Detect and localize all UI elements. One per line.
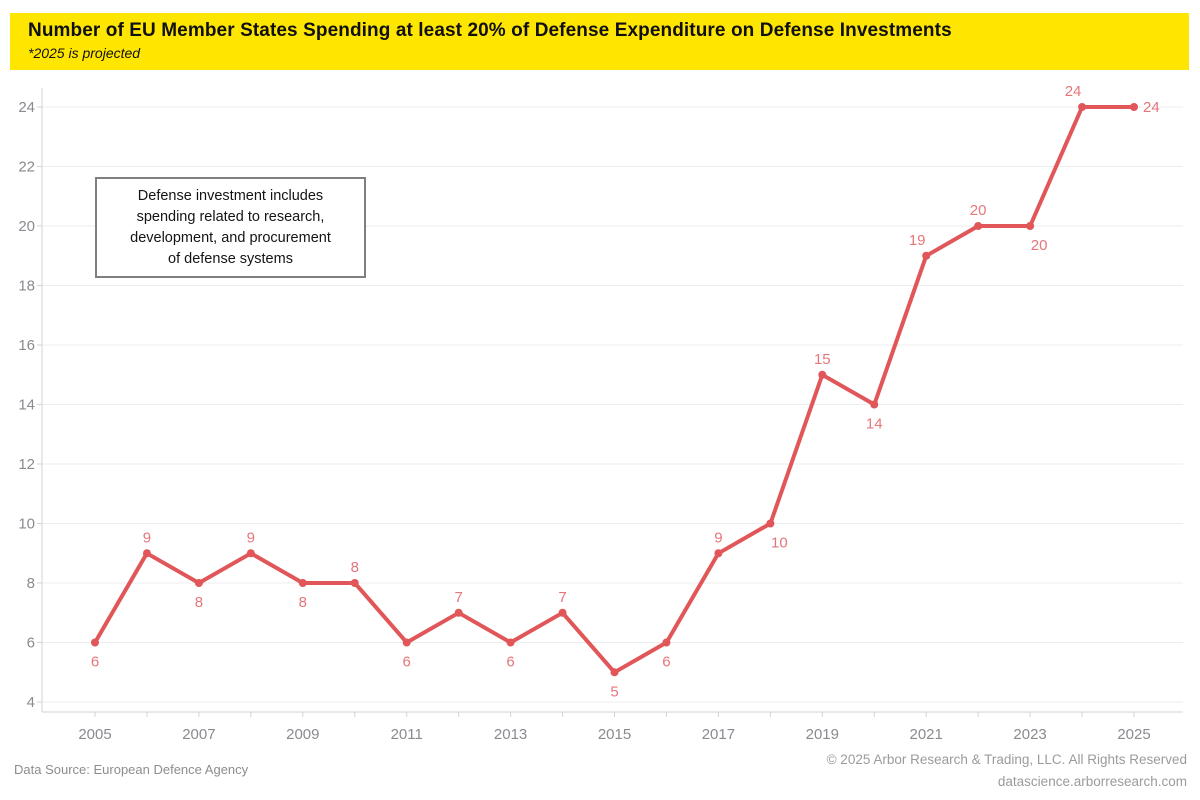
- footer-branding: © 2025 Arbor Research & Trading, LLC. Al…: [827, 749, 1187, 793]
- y-tick-label: 24: [18, 99, 35, 116]
- data-label: 9: [714, 529, 722, 546]
- data-label: 7: [454, 589, 462, 606]
- data-label: 9: [143, 529, 151, 546]
- y-tick-label: 4: [27, 694, 35, 711]
- data-label: 8: [299, 594, 307, 611]
- x-tick-label: 2019: [806, 726, 839, 743]
- data-point: [402, 638, 411, 647]
- y-tick-label: 10: [18, 516, 35, 533]
- data-point: [714, 549, 723, 558]
- y-tick-label: 16: [18, 337, 35, 354]
- data-point: [194, 579, 203, 587]
- data-point: [350, 579, 359, 587]
- data-label: 14: [866, 416, 883, 433]
- x-tick-label: 2013: [494, 726, 527, 743]
- data-label: 6: [91, 654, 99, 671]
- copyright-text: © 2025 Arbor Research & Trading, LLC. Al…: [826, 752, 1187, 767]
- y-tick-label: 12: [18, 456, 35, 473]
- data-point: [246, 549, 255, 558]
- y-tick-label: 6: [27, 635, 35, 652]
- y-tick-label: 18: [18, 278, 35, 295]
- data-label: 9: [247, 529, 255, 546]
- x-tick-label: 2009: [286, 726, 319, 743]
- data-point: [818, 370, 827, 379]
- data-point: [142, 549, 151, 558]
- x-tick-label: 2005: [78, 726, 111, 743]
- data-point: [870, 400, 879, 409]
- data-point: [1026, 222, 1035, 230]
- data-label: 7: [558, 589, 566, 606]
- data-point: [766, 519, 775, 528]
- data-label: 20: [970, 202, 987, 219]
- data-label: 6: [403, 654, 411, 671]
- x-tick-label: 2011: [391, 726, 423, 743]
- data-point: [922, 251, 931, 260]
- data-label: 8: [351, 559, 359, 576]
- data-point: [1078, 103, 1087, 111]
- data-label: 8: [195, 594, 203, 611]
- data-point: [558, 608, 567, 617]
- chart-title: Number of EU Member States Spending at l…: [28, 20, 952, 41]
- x-tick-label: 2023: [1013, 726, 1046, 743]
- data-label: 19: [909, 232, 926, 249]
- x-tick-label: 2025: [1117, 726, 1150, 743]
- data-point: [454, 608, 463, 617]
- data-label: 20: [1031, 237, 1048, 254]
- data-point: [506, 638, 515, 647]
- data-point: [1130, 103, 1138, 111]
- data-label: 15: [814, 351, 831, 368]
- annotation-box: Defense investment includes spending rel…: [95, 177, 366, 278]
- data-label: 24: [1065, 83, 1082, 100]
- x-tick-label: 2017: [702, 726, 735, 743]
- y-tick-label: 22: [18, 159, 35, 176]
- x-tick-label: 2015: [598, 726, 631, 743]
- x-tick-label: 2021: [910, 726, 943, 743]
- data-point: [974, 222, 983, 230]
- data-point: [298, 579, 307, 587]
- data-label: 5: [610, 683, 618, 700]
- chart-subtitle: *2025 is projected: [28, 45, 141, 61]
- x-tick-label: 2007: [182, 726, 215, 743]
- data-label: 6: [662, 654, 670, 671]
- title-banner: Number of EU Member States Spending at l…: [10, 13, 1189, 70]
- annotation-text: Defense investment includes spending rel…: [130, 187, 331, 267]
- data-label: 10: [771, 535, 788, 552]
- y-tick-label: 20: [18, 218, 35, 235]
- data-source-note: Data Source: European Defence Agency: [14, 762, 249, 777]
- y-tick-label: 14: [18, 397, 35, 414]
- y-tick-label: 8: [27, 575, 35, 592]
- data-label: 24: [1143, 99, 1160, 116]
- data-point: [610, 668, 619, 677]
- data-point: [91, 638, 99, 647]
- data-point: [662, 638, 671, 647]
- data-label: 6: [506, 654, 514, 671]
- website-text: datascience.arborresearch.com: [997, 774, 1187, 789]
